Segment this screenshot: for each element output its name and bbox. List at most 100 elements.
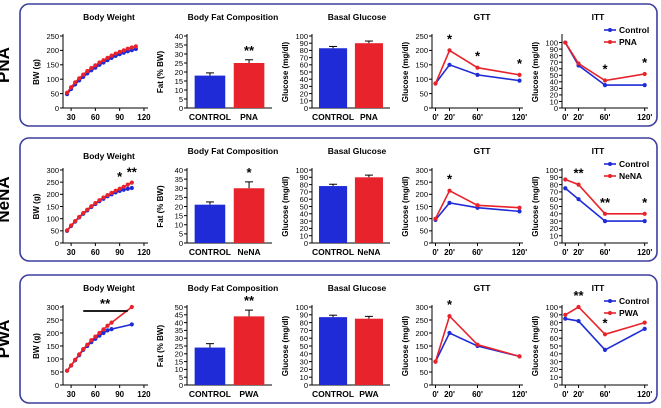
- x-tick-label: 20': [573, 113, 584, 122]
- body-weight-point-treated: [85, 207, 90, 212]
- y-axis-label: BW (g): [32, 193, 41, 219]
- y-tick-label: 250: [415, 316, 428, 325]
- body-weight-point-treated: [89, 338, 94, 343]
- body-weight-significance: **: [127, 165, 138, 180]
- y-tick-label: 50: [420, 89, 428, 98]
- y-tick-label: 0: [55, 104, 59, 113]
- legend-label-treated: PWA: [619, 308, 638, 318]
- body-weight-point-treated: [125, 182, 130, 187]
- title-body-weight: Body Weight: [83, 283, 135, 293]
- y-tick-label: 100: [415, 214, 428, 223]
- y-tick-label: 150: [415, 342, 428, 351]
- legend-label-control: Control: [619, 25, 649, 35]
- title-itt: ITT: [592, 146, 606, 156]
- y-tick-label: 100: [46, 75, 59, 84]
- gtt-point-treated: [517, 205, 522, 210]
- gtt-series-treated: [434, 314, 520, 362]
- y-tick-label: 250: [415, 32, 428, 41]
- basal-glucose-category-label: PWA: [359, 389, 378, 399]
- gtt-significance: *: [447, 31, 453, 46]
- y-tick-label: 10: [550, 97, 558, 106]
- gtt-point-treated: [433, 359, 438, 364]
- body-weight-point-treated: [97, 198, 102, 203]
- itt-point-control: [576, 318, 581, 324]
- y-tick-label: 0: [304, 381, 308, 390]
- body-weight-point-treated: [121, 48, 126, 53]
- legend-label-control: Control: [619, 159, 649, 169]
- body-weight-point-treated: [73, 357, 78, 362]
- y-tick-label: 40: [550, 350, 558, 359]
- y-tick-label: 30: [300, 357, 308, 366]
- itt-point-control: [642, 326, 647, 331]
- x-tick-label: 120': [637, 390, 652, 399]
- body-fat-category-label: CONTROL: [189, 247, 231, 257]
- title-body-fat: Body Fat Composition: [188, 146, 279, 156]
- body-weight-point-treated: [85, 342, 90, 347]
- itt-point-treated: [576, 182, 581, 187]
- y-tick-label: 60: [550, 334, 558, 343]
- body-weight-significance: **: [100, 296, 111, 311]
- title-basal-glucose: Basal Glucose: [328, 146, 387, 156]
- body-weight-point-treated: [89, 65, 94, 71]
- x-tick-label: 120: [137, 390, 151, 399]
- title-basal-glucose: Basal Glucose: [328, 283, 387, 293]
- y-tick-label: 20: [300, 89, 308, 98]
- y-tick-label: 30: [300, 82, 308, 91]
- gtt-point-control: [447, 330, 452, 336]
- y-tick-label: 30: [175, 50, 183, 59]
- body-weight-point-control: [105, 328, 110, 333]
- y-tick-label: 50: [51, 89, 59, 98]
- y-tick-label: 30: [550, 217, 558, 226]
- body-weight-point-treated: [129, 304, 134, 310]
- y-tick-label: 0: [179, 104, 183, 113]
- body-weight-point-control: [121, 187, 126, 192]
- group-label-pna: PNA: [0, 47, 13, 83]
- y-tick-label: 70: [300, 326, 308, 335]
- body-fat-category-label: PNA: [240, 112, 258, 122]
- x-tick-label: 30: [67, 113, 76, 122]
- body-weight-point-treated: [73, 219, 78, 224]
- y-tick-label: 50: [300, 202, 308, 211]
- y-tick-label: 100: [545, 166, 558, 175]
- y-tick-label: 10: [175, 86, 183, 95]
- y-tick-label: 40: [300, 75, 308, 84]
- panel-frame-nena: [19, 137, 658, 262]
- gtt-series-control: [434, 201, 520, 221]
- y-tick-label: 70: [300, 188, 308, 197]
- y-tick-label: 80: [550, 51, 558, 60]
- y-axis-label: Glucose (mg/dl): [401, 315, 410, 376]
- y-tick-label: 90: [300, 39, 308, 48]
- y-tick-label: 300: [46, 303, 59, 312]
- y-tick-label: 50: [420, 227, 428, 236]
- basal-glucose-bar-treated: [354, 318, 383, 385]
- itt-point-treated: [642, 71, 647, 77]
- itt-point-control: [602, 219, 608, 224]
- itt-series-treated: [565, 178, 645, 215]
- gtt-point-treated: [475, 342, 480, 347]
- y-tick-label: 20: [175, 350, 183, 359]
- y-tick-label: 70: [550, 188, 558, 197]
- gtt-point-treated: [475, 203, 480, 208]
- y-tick-label: 80: [550, 180, 558, 189]
- y-tick-label: 250: [46, 32, 59, 41]
- x-tick-label: 0': [562, 113, 568, 122]
- body-weight-point-treated: [77, 352, 82, 357]
- y-tick-label: 90: [300, 311, 308, 320]
- itt-significance: *: [602, 315, 608, 330]
- y-tick-label: 70: [550, 58, 558, 67]
- itt-point-treated: [642, 211, 647, 216]
- body-weight-point-treated: [133, 44, 138, 49]
- itt-point-treated: [563, 312, 568, 317]
- itt-significance: *: [642, 195, 648, 210]
- x-tick-label: 0': [432, 113, 438, 122]
- gtt-point-control: [447, 62, 452, 67]
- itt-point-treated: [602, 332, 608, 337]
- body-weight-point-treated: [101, 327, 106, 332]
- y-tick-label: 30: [175, 334, 183, 343]
- y-axis-label: Glucose (mg/dl): [401, 41, 410, 102]
- y-tick-label: 100: [415, 75, 428, 84]
- body-weight-point-control: [125, 186, 130, 191]
- gtt-significance: *: [447, 297, 453, 312]
- x-tick-label: 120: [137, 248, 151, 257]
